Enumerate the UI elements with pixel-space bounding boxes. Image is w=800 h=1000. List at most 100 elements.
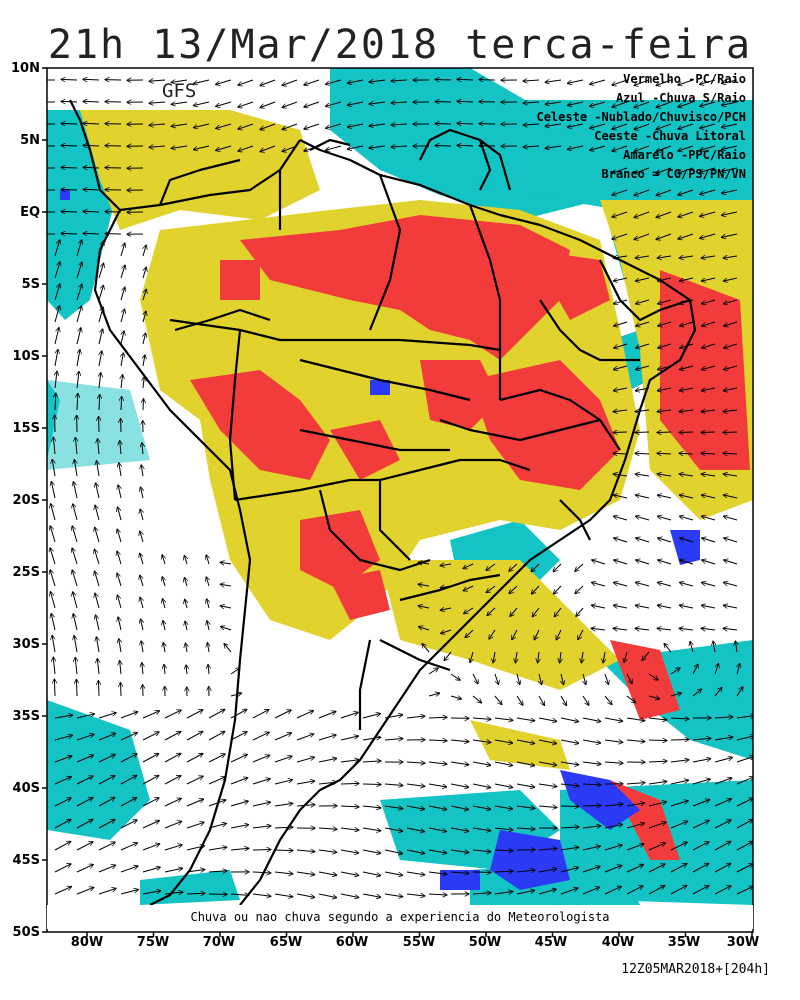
wind-arrow (582, 805, 601, 806)
wind-arrow (238, 79, 254, 85)
wind-arrow (567, 101, 584, 105)
wind-arrow (362, 893, 381, 897)
wind-arrow (76, 262, 82, 279)
wind-arrow (692, 842, 709, 851)
wind-arrow (186, 822, 204, 829)
wind-arrow (164, 732, 181, 741)
wind-arrow (656, 189, 672, 196)
wind-arrow (340, 783, 359, 784)
wind-arrow (54, 864, 71, 873)
wind-arrow (340, 893, 359, 898)
wind-arrow (581, 651, 583, 663)
wind-arrow (701, 453, 716, 454)
wind-arrow (207, 621, 209, 631)
wind-arrow (472, 827, 491, 831)
wind-arrow (450, 740, 469, 742)
wind-arrow (494, 695, 502, 705)
wind-arrow (83, 233, 100, 234)
wind-arrow (54, 777, 71, 785)
wind-arrow (117, 573, 122, 587)
wind-arrow (450, 805, 469, 810)
wind-arrow (216, 79, 232, 85)
wind-arrow (208, 871, 227, 872)
wind-arrow (238, 123, 254, 129)
wind-arrow (384, 871, 403, 875)
wind-arrow (149, 146, 166, 147)
wind-arrow (465, 629, 474, 638)
wind-arrow (680, 321, 694, 326)
wind-arrow (701, 388, 716, 391)
wind-arrow (208, 847, 227, 851)
wind-arrow (737, 663, 740, 675)
wind-arrow (658, 343, 672, 348)
wind-arrow (724, 365, 738, 370)
wind-arrow (575, 563, 584, 571)
wind-arrow (296, 781, 315, 785)
wind-arrow (274, 756, 292, 763)
wind-arrow (692, 800, 710, 807)
wind-arrow (224, 644, 232, 653)
wind-arrow (230, 825, 249, 829)
wind-arrow (340, 828, 359, 830)
legend-coast: Ceeste -Chuva Litoral (594, 129, 746, 143)
wind-arrow (604, 804, 623, 806)
wind-arrow (369, 124, 386, 126)
wind-arrow (318, 893, 337, 898)
wind-arrow (656, 211, 672, 218)
wind-arrow (613, 277, 628, 281)
wind-arrow (186, 731, 203, 741)
wind-arrow (77, 393, 78, 411)
wind-arrow (636, 538, 650, 543)
wind-arrow (384, 893, 403, 897)
wind-arrow (95, 571, 100, 587)
wind-arrow (604, 886, 621, 895)
wind-arrow (657, 495, 672, 499)
wind-arrow (658, 582, 672, 587)
wind-arrow (590, 145, 606, 150)
wind-arrow (143, 355, 145, 367)
wind-arrow (721, 189, 738, 193)
wind-arrow (75, 657, 77, 675)
wind-arrow (736, 820, 753, 829)
wind-arrow (118, 617, 122, 631)
wind-arrow (140, 575, 144, 587)
wind-vector-field (47, 79, 753, 898)
wind-arrow (679, 256, 694, 258)
wind-arrow (76, 350, 80, 367)
wind-arrow (164, 892, 183, 894)
wind-arrow (98, 797, 115, 807)
wind-arrow (274, 872, 293, 874)
wind-arrow (54, 240, 60, 257)
wind-arrow (76, 819, 93, 829)
wind-arrow (560, 888, 578, 895)
wind-arrow (670, 740, 689, 741)
wind-arrow (140, 509, 143, 521)
wind-arrow (163, 621, 165, 631)
wind-arrow (142, 891, 161, 895)
wind-arrow (554, 607, 562, 617)
wind-arrow (516, 739, 535, 744)
wind-arrow (670, 864, 687, 873)
wind-arrow (626, 844, 644, 851)
wind-arrow (714, 737, 733, 741)
wind-arrow (418, 606, 430, 608)
wind-arrow (692, 863, 709, 873)
wind-arrow (221, 627, 232, 631)
wind-arrow (296, 871, 315, 875)
wind-arrow (626, 717, 645, 721)
wind-arrow (97, 659, 99, 675)
wind-arrow (613, 605, 628, 608)
wind-arrow (714, 863, 731, 873)
wind-arrow (252, 710, 269, 719)
wind-arrow (670, 821, 688, 829)
wind-arrow (516, 890, 535, 895)
wind-arrow (61, 233, 78, 234)
legend-red: Vermelho -PC/Raio (623, 72, 746, 86)
wind-arrow (575, 585, 584, 594)
country-borders (69, 99, 697, 906)
wind-arrow (635, 410, 650, 412)
wind-arrow (567, 123, 584, 127)
wind-arrow (700, 123, 716, 128)
wind-arrow (523, 124, 540, 125)
wind-arrow (576, 607, 584, 616)
